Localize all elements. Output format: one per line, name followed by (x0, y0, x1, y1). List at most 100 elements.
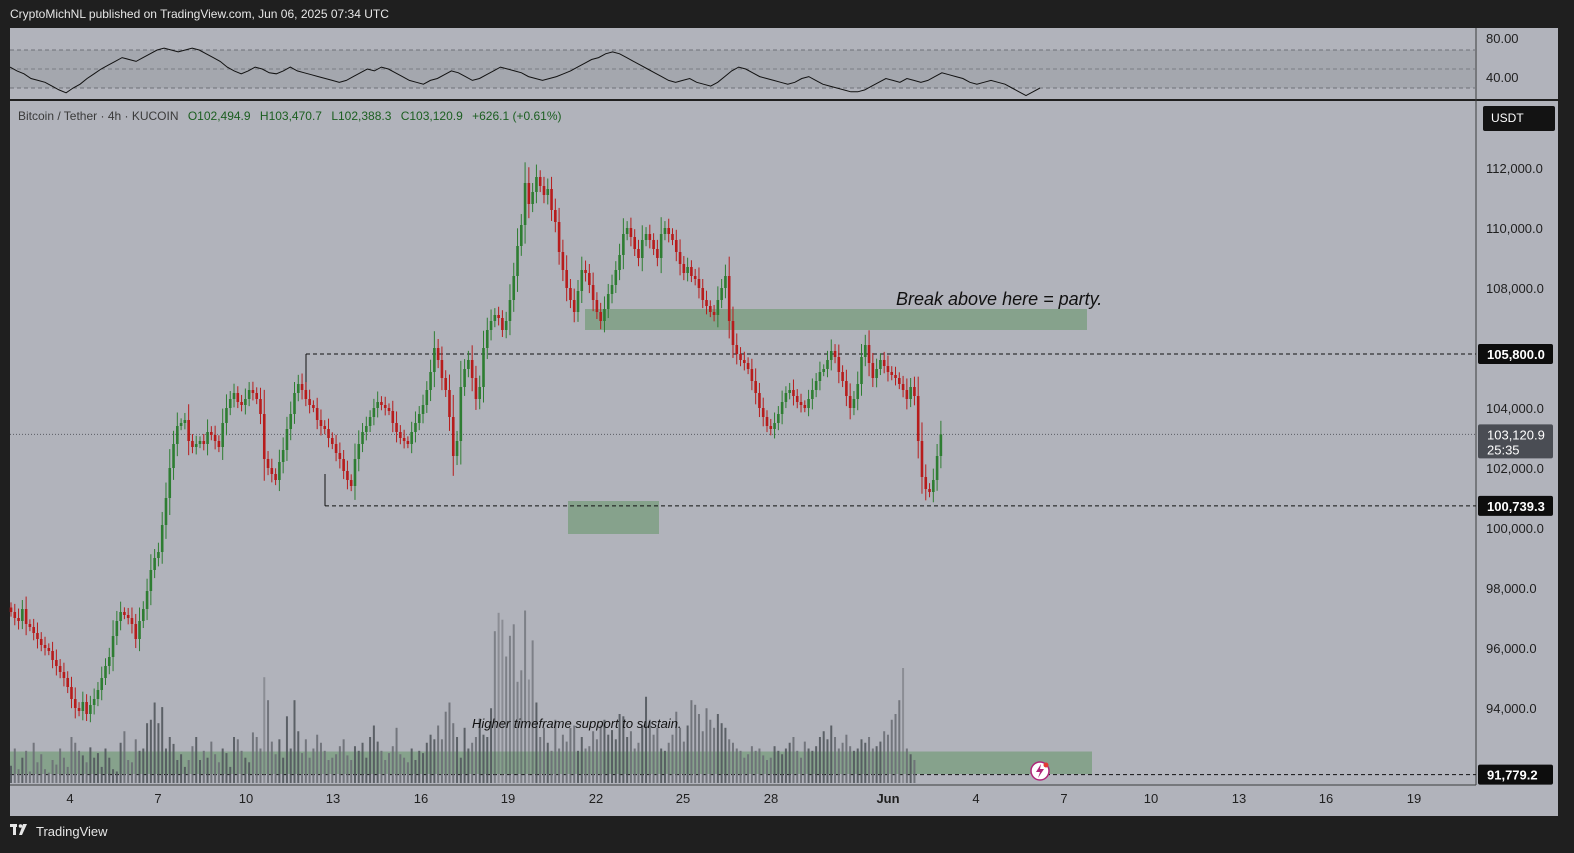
candle (149, 554, 153, 606)
candle (247, 382, 251, 407)
volume-bar (830, 725, 833, 783)
volume-bar (206, 757, 209, 783)
volume-bar (505, 656, 508, 783)
volume-bar (289, 748, 292, 783)
breakout-annotation[interactable]: Break above here = party. (896, 289, 1102, 309)
volume-bar (883, 731, 886, 783)
volume-bar (652, 734, 655, 783)
volume-bar (864, 742, 867, 783)
volume-bar (331, 757, 334, 783)
volume-bar (448, 702, 451, 783)
candle (353, 443, 357, 500)
brand-name: TradingView (36, 824, 108, 839)
price-label-91,779.2: 91,779.2 (1478, 764, 1553, 785)
brand-logo[interactable]: TradingView (10, 824, 108, 839)
candle (542, 176, 546, 204)
candle (142, 601, 145, 629)
legend-high: H103,470.7 (260, 109, 322, 123)
volume-bar (199, 760, 201, 783)
time-tick-label: 22 (589, 791, 603, 806)
volume-bar (471, 742, 474, 783)
volume-bar (229, 766, 232, 783)
candle (236, 386, 240, 409)
candle (130, 607, 134, 634)
volume-bar (527, 679, 530, 783)
breakout-zone[interactable] (585, 309, 1087, 330)
chart-svg[interactable]: 80.00 40.00 Bitcoin / Tether · 4h · KUCO… (0, 0, 1574, 816)
volume-bar (376, 741, 379, 783)
volume-bar (826, 739, 829, 783)
candle (746, 357, 750, 375)
candle (932, 468, 935, 503)
volume-bar (550, 750, 553, 783)
candle (527, 167, 531, 219)
candle (319, 409, 323, 436)
volume-bar (108, 757, 111, 783)
volume-bar (667, 742, 670, 783)
volume-bar (747, 754, 750, 783)
volume-bar (508, 635, 511, 783)
volume-bar (679, 727, 682, 783)
candle (818, 361, 822, 391)
candle (724, 264, 727, 299)
candle (603, 296, 606, 333)
candle-layer (9, 162, 943, 723)
volume-bar (516, 681, 519, 783)
volume-bar (905, 748, 908, 783)
volume-bar (327, 760, 330, 783)
volume-bar (10, 765, 12, 783)
candle (217, 435, 221, 453)
candle (361, 423, 364, 453)
volume-bar (149, 719, 152, 783)
volume-bar (353, 746, 356, 783)
candle (308, 389, 311, 414)
volume-bar (592, 731, 595, 783)
lightning-icon[interactable] (1030, 761, 1050, 781)
candle (357, 430, 361, 472)
volume-bar (319, 742, 322, 783)
candle (47, 643, 51, 656)
price-tick-label: 98,000.0 (1486, 581, 1537, 596)
time-tick-label: 10 (239, 791, 253, 806)
candle (826, 350, 829, 378)
candle (467, 350, 470, 378)
volume-bar (395, 727, 398, 783)
volume-bar (524, 610, 527, 783)
candle (879, 353, 882, 376)
candle (777, 406, 780, 431)
volume-bar (410, 748, 413, 783)
candle (485, 317, 489, 360)
price-tick-label: 110,000.0 (1486, 221, 1543, 236)
chart-area[interactable] (10, 28, 1558, 816)
levels-layer (10, 353, 1476, 776)
candle (414, 411, 417, 443)
price-axis[interactable]: 94,000.0 96,000.0 98,000.0 100,000.0 102,000… (1486, 161, 1544, 716)
volume-bar (913, 760, 916, 783)
volume-bar (561, 734, 564, 783)
candle (387, 403, 391, 416)
currency-badge[interactable]: USDT (1483, 106, 1555, 131)
candle (886, 355, 890, 382)
volume-bar (89, 747, 92, 783)
time-axis[interactable]: 4 7 10 13 16 19 22 25 28 Jun 4 7 10 13 16 19 (66, 791, 1421, 806)
candle (882, 351, 886, 374)
candle (179, 418, 183, 431)
volume-bar (13, 748, 16, 783)
volume-bar (70, 737, 73, 783)
volume-bar (569, 727, 572, 783)
candle (705, 290, 708, 315)
volume-bar (595, 739, 598, 783)
candle (417, 406, 421, 431)
mid-support-zone[interactable] (568, 501, 659, 534)
volume-bar (391, 746, 394, 783)
candle (799, 393, 803, 413)
volume-bar (724, 727, 727, 783)
svg-text:91,779.2: 91,779.2 (1487, 768, 1538, 783)
candle (735, 333, 739, 365)
volume-bar (21, 757, 24, 783)
rsi-pane: 80.00 40.00 (9, 31, 1519, 97)
price-tick-label: 112,000.0 (1486, 161, 1543, 176)
volume-bar (104, 748, 107, 783)
support-annotation[interactable]: Higher timeframe support to sustain. (472, 716, 682, 731)
candle (92, 688, 96, 715)
